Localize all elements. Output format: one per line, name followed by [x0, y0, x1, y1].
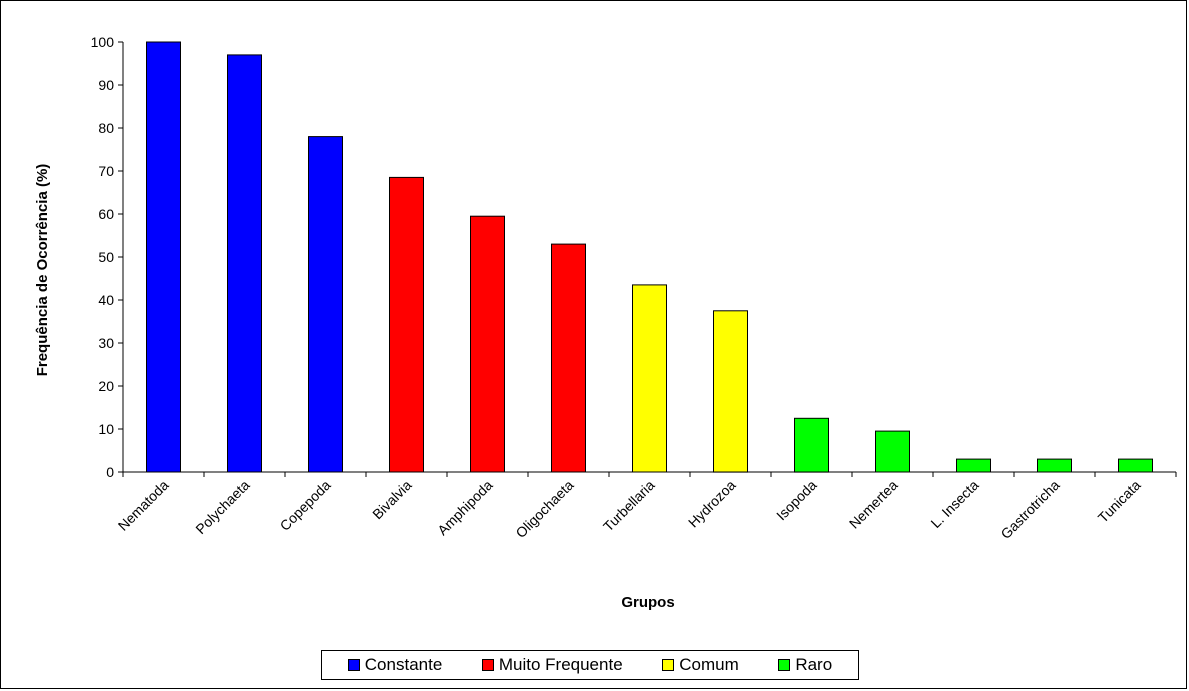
x-tick-label: Tunicata [1095, 477, 1144, 526]
x-axis-title: Grupos [621, 594, 674, 611]
bar-hydrozoa [713, 310, 748, 473]
y-tick-label: 90 [98, 77, 114, 93]
y-tick-label: 100 [91, 34, 115, 50]
legend-swatch [778, 659, 791, 671]
x-tick-label: Nematoda [115, 477, 172, 534]
legend-swatch [481, 659, 494, 671]
y-tick-label: 20 [98, 378, 114, 394]
x-tick-label: Nemertea [846, 477, 901, 532]
y-tick-label: 10 [98, 421, 114, 437]
y-tick-label: 30 [98, 335, 114, 351]
legend-label: Muito Frequente [498, 655, 623, 674]
legend-item: Raro [778, 655, 832, 675]
bar-nematoda [146, 41, 181, 473]
x-tick-label: Polychaeta [192, 477, 252, 537]
x-tick-label: Oligochaeta [512, 477, 576, 541]
bar-polychaeta [227, 54, 262, 473]
x-tick-label: Amphipoda [434, 477, 496, 539]
legend: Constante Muito Frequente Comum Raro [321, 650, 859, 680]
y-axis-title: Frequência de Ocorrência (%) [34, 164, 51, 377]
legend-item: Comum [662, 655, 739, 675]
x-tick-label: Bivalvia [369, 477, 415, 523]
legend-item: Muito Frequente [481, 655, 623, 675]
x-tick-label: L. Insecta [927, 477, 981, 531]
bar-isopoda [794, 417, 829, 473]
x-tick-label: Gastrotricha [997, 477, 1062, 542]
x-tick-label: Turbellaria [600, 477, 658, 535]
bar-amphipoda [470, 215, 505, 473]
bar-gastrotricha [1037, 458, 1072, 473]
bar-oligochaeta [551, 243, 586, 473]
x-tick-label: Isopoda [773, 477, 820, 524]
y-tick-label: 0 [106, 464, 114, 480]
bar-turbellaria [632, 284, 667, 473]
bar-copepoda [308, 136, 343, 473]
y-tick-label: 40 [98, 292, 114, 308]
bar-l-insecta [956, 458, 991, 473]
y-tick-label: 70 [98, 163, 114, 179]
x-tick-label: Hydrozoa [685, 477, 739, 531]
legend-label: Constante [364, 655, 443, 674]
legend-item: Constante [347, 655, 443, 675]
y-tick-label: 80 [98, 120, 114, 136]
y-tick-label: 60 [98, 206, 114, 222]
bar-nemertea [875, 430, 910, 473]
legend-label: Raro [795, 655, 833, 674]
axes-group [118, 41, 1177, 477]
bars-group [146, 41, 1153, 473]
legend-swatch [662, 659, 675, 671]
x-tick-label: Copepoda [277, 477, 334, 534]
y-tick-label: 50 [98, 249, 114, 265]
bar-bivalvia [389, 176, 424, 473]
legend-label: Comum [679, 655, 739, 674]
bar-tunicata [1118, 458, 1153, 473]
legend-swatch [347, 659, 360, 671]
